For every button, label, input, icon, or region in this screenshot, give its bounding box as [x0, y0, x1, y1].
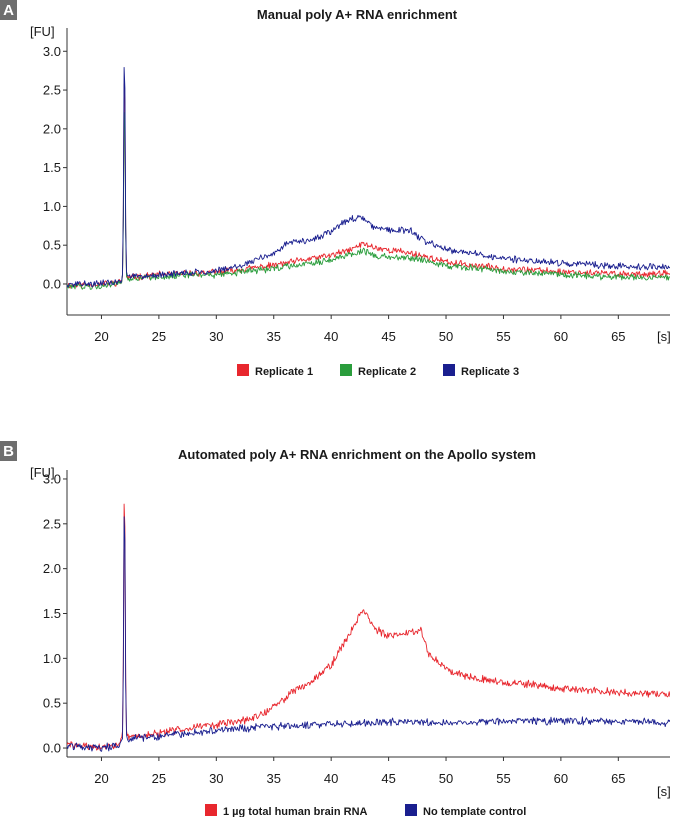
panel-a-label: A — [3, 2, 14, 19]
y-tick-label-b: 2.5 — [43, 516, 61, 531]
x-tick-label-a: 60 — [554, 329, 568, 344]
chart-a-title: Manual poly A+ RNA enrichment — [257, 7, 458, 22]
y-tick-label-a: 1.5 — [43, 160, 61, 175]
series-line-a-2 — [67, 112, 670, 290]
legend-label-no-template: No template control — [423, 806, 526, 817]
panel-b-label: B — [3, 443, 14, 460]
legend-item-no-template: No template control — [405, 804, 526, 817]
chart-b-plot: 0.0 0.5 1.0 1.5 2.0 2.5 3.0 20 25 30 35 40 45 50 55 60 6… — [43, 470, 670, 786]
y-tick-label-b: 2.0 — [43, 561, 61, 576]
series-line-b-1 — [67, 503, 670, 751]
x-tick-label-a: 55 — [496, 329, 510, 344]
x-tick-label-a: 65 — [611, 329, 625, 344]
legend-item-brain-rna: 1 µg total human brain RNA — [205, 804, 368, 817]
chart-b-title: Automated poly A+ RNA enrichment on the … — [178, 447, 536, 462]
y-tick-label-b: 1.5 — [43, 606, 61, 621]
y-tick-label-a: 0.0 — [43, 276, 61, 291]
legend-swatch-no-template — [405, 804, 417, 816]
x-tick-label-a: 30 — [209, 329, 223, 344]
legend-label-replicate-3: Replicate 3 — [461, 366, 519, 378]
chart-a-ylabel: [FU] — [30, 24, 55, 39]
y-tick-label-b: 0.0 — [43, 741, 61, 756]
x-tick-label-b: 20 — [94, 771, 108, 786]
legend-swatch-brain-rna — [205, 804, 217, 816]
legend-item-replicate-1: Replicate 1 — [237, 364, 313, 378]
x-tick-label-b: 35 — [267, 771, 281, 786]
x-tick-label-a: 45 — [381, 329, 395, 344]
y-tick-label-a: 0.5 — [43, 238, 61, 253]
chart-a-xlabel: [s] — [657, 329, 671, 344]
x-tick-label-a: 40 — [324, 329, 338, 344]
series-line-a-1 — [67, 83, 670, 289]
x-tick-label-b: 30 — [209, 771, 223, 786]
panel-a-badge — [0, 0, 17, 20]
x-tick-label-b: 60 — [554, 771, 568, 786]
y-tick-label-b: 1.0 — [43, 651, 61, 666]
panel-b-badge — [0, 441, 17, 461]
chart-b-legend: 1 µg total human brain RNA No template c… — [205, 804, 526, 817]
y-tick-label-a: 2.5 — [43, 83, 61, 98]
y-tick-label-b: 0.5 — [43, 696, 61, 711]
x-tick-label-b: 45 — [381, 771, 395, 786]
y-tick-label-a: 3.0 — [43, 44, 61, 59]
x-tick-label-a: 35 — [267, 329, 281, 344]
y-tick-label-a: 1.0 — [43, 199, 61, 214]
legend-label-brain-rna: 1 µg total human brain RNA — [223, 806, 368, 817]
x-tick-label-b: 40 — [324, 771, 338, 786]
legend-swatch-replicate-2 — [340, 364, 352, 376]
legend-label-replicate-1: Replicate 1 — [255, 366, 313, 378]
x-tick-label-b: 55 — [496, 771, 510, 786]
chart-a-legend: Replicate 1 Replicate 2 Replicate 3 — [237, 364, 519, 378]
chart-a-plot: 0.0 0.5 1.0 1.5 2.0 2.5 3.0 20 25 30 35 40 45 50 55 60 6… — [43, 28, 670, 344]
panel-a: A Manual poly A+ RNA enrichment [FU] [s]… — [0, 0, 671, 378]
y-tick-label-b: 3.0 — [43, 471, 61, 486]
panel-b: B Automated poly A+ RNA enrichment on th… — [0, 441, 671, 817]
legend-swatch-replicate-1 — [237, 364, 249, 376]
x-tick-label-b: 25 — [152, 771, 166, 786]
series-line-b-2 — [67, 516, 670, 752]
x-tick-label-b: 65 — [611, 771, 625, 786]
y-tick-label-a: 2.0 — [43, 121, 61, 136]
legend-label-replicate-2: Replicate 2 — [358, 366, 416, 378]
x-tick-label-a: 20 — [94, 329, 108, 344]
x-tick-label-a: 50 — [439, 329, 453, 344]
series-line-a-3 — [67, 66, 670, 288]
legend-item-replicate-3: Replicate 3 — [443, 364, 519, 378]
x-tick-label-b: 50 — [439, 771, 453, 786]
x-tick-label-a: 25 — [152, 329, 166, 344]
chart-b-xlabel: [s] — [657, 784, 671, 799]
legend-swatch-replicate-3 — [443, 364, 455, 376]
chart-b-ylabel: [FU] — [30, 465, 55, 480]
legend-item-replicate-2: Replicate 2 — [340, 364, 416, 378]
